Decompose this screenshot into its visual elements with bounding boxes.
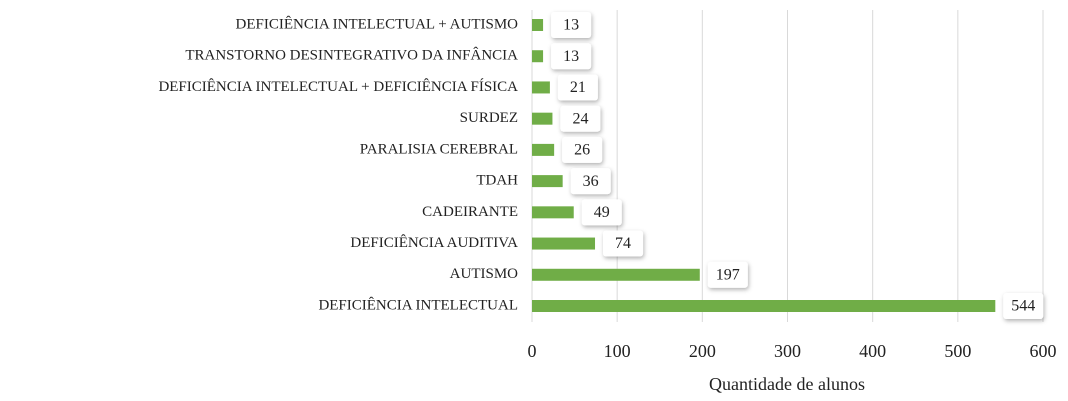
value-label-box (603, 230, 644, 257)
x-tick-label: 500 (944, 341, 971, 361)
value-label: 13 (563, 17, 579, 34)
y-tick-label: CADEIRANTE (422, 204, 518, 220)
y-tick-label: DEFICIÊNCIA INTELECTUAL (318, 296, 518, 313)
y-tick-label: PARALISIA CEREBRAL (360, 141, 518, 157)
y-tick-label: DEFICIÊNCIA AUDITIVA (350, 234, 518, 251)
bar (532, 112, 553, 125)
value-label: 24 (572, 110, 588, 127)
value-label-box (560, 105, 601, 132)
value-label: 13 (563, 48, 579, 65)
x-tick-label: 200 (689, 341, 716, 361)
bar (532, 175, 563, 188)
y-tick-label: AUTISMO (450, 266, 519, 282)
x-tick-label: 100 (604, 341, 631, 361)
bar (532, 19, 544, 31)
x-tick-label: 400 (859, 341, 886, 361)
y-tick-label: DEFICIÊNCIA INTELECTUAL + AUTISMO (236, 15, 519, 32)
x-tick-label: 600 (1030, 341, 1057, 361)
y-tick-label: DEFICIÊNCIA INTELECTUAL + DEFICIÊNCIA FÍ… (158, 78, 518, 95)
bar (532, 50, 544, 63)
value-label-box (551, 43, 592, 70)
value-label: 36 (583, 173, 599, 190)
bar (532, 300, 996, 312)
value-label: 197 (716, 266, 740, 283)
value-label: 544 (1011, 298, 1035, 315)
bar (532, 237, 596, 250)
bar (532, 143, 555, 156)
bar (532, 81, 550, 94)
bar (532, 268, 700, 281)
value-label: 21 (570, 79, 586, 96)
value-label: 49 (594, 204, 610, 221)
value-label: 26 (574, 142, 590, 159)
value-label: 74 (615, 235, 631, 252)
value-label-box (557, 74, 598, 101)
y-tick-label: TRANSTORNO DESINTEGRATIVO DA INFÂNCIA (185, 47, 518, 64)
x-tick-label: 0 (528, 341, 537, 361)
x-axis-label: Quantidade de alunos (709, 374, 865, 394)
value-label-box (551, 12, 592, 38)
value-label-box (707, 261, 748, 288)
value-label-box (1003, 293, 1044, 319)
value-label-box (581, 199, 622, 226)
x-tick-label: 300 (774, 341, 801, 361)
value-label-box (570, 168, 611, 195)
y-tick-label: SURDEZ (460, 110, 518, 126)
bar (532, 206, 574, 219)
y-tick-label: TDAH (476, 173, 518, 189)
value-label-box (562, 136, 603, 163)
